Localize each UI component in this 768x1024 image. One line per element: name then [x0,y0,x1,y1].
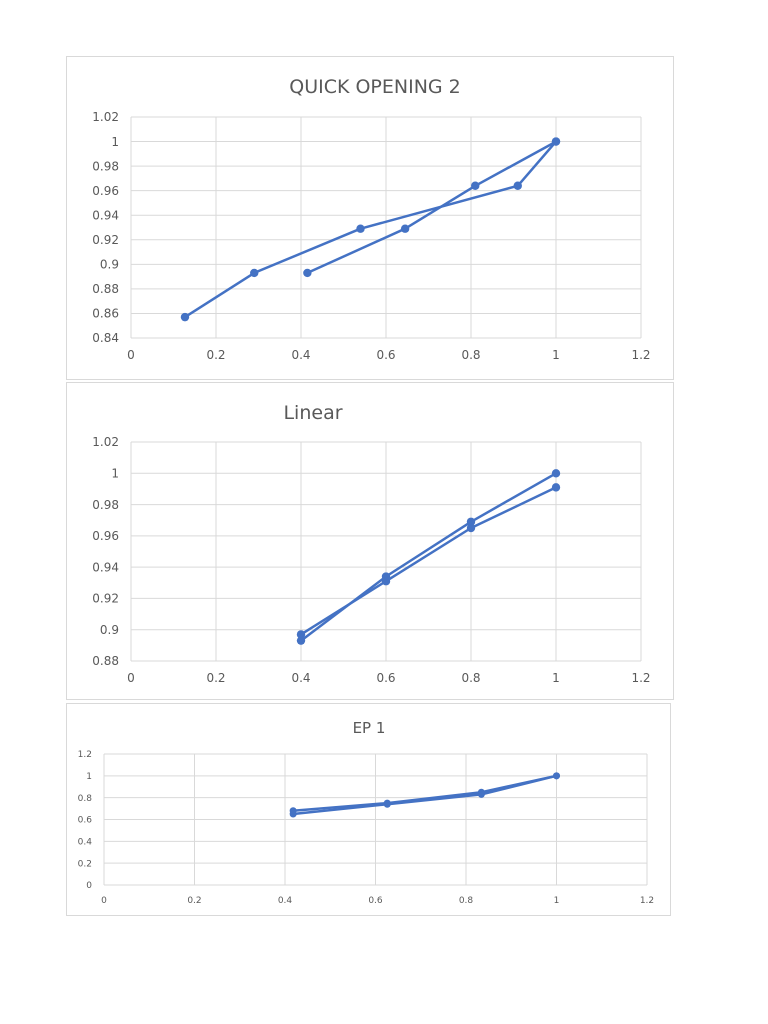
x-tick-label: 0.6 [376,671,395,685]
data-point-marker [381,577,391,586]
y-tick-label: 0.92 [92,233,119,247]
data-point-marker [296,630,306,639]
x-tick-label: 0.6 [368,896,383,906]
data-point-marker [303,268,312,278]
x-tick-label: 0.2 [187,896,201,906]
data-point-marker [466,517,476,526]
y-tick-label: 0.98 [92,498,119,512]
chart-panel-1: QUICK OPENING 2 0.84 0.86 0.88 0.9 0.92 0.94 0.… [66,56,674,380]
y-tick-label: 1.2 [78,750,92,760]
chart-panel-3: EP 1 0 0.2 0.4 0.6 0.8 1 1.2 0 0.2 0.4 0.6 0.8 1 1.2 [66,703,671,916]
y-tick-label: 0.88 [92,654,119,668]
y-tick-label: 0.98 [92,159,119,173]
y-tick-label: 0 [86,881,92,891]
y-tick-label: 1 [111,466,119,480]
y-tick-label: 0.4 [78,837,93,847]
x-tick-label: 1 [554,896,560,906]
x-tick-label: 1 [552,348,560,362]
chart-title: Linear [283,402,342,424]
data-point-marker [296,636,306,645]
x-tick-label: 0.2 [206,671,225,685]
data-point-marker [471,181,480,190]
data-point-marker [466,523,476,533]
data-point-marker [477,790,485,798]
x-tick-label: 1.2 [631,671,650,685]
y-tick-label: 0.96 [92,529,119,543]
y-tick-label: 1 [111,135,119,149]
y-tick-label: 0.9 [100,623,119,637]
x-tick-label: 0 [101,896,107,906]
gridlines [130,116,642,339]
data-point-marker [553,772,560,780]
x-tick-label: 0.4 [291,348,310,362]
y-tick-label: 0.94 [92,560,119,574]
x-tick-label: 0.8 [461,671,480,685]
chart-title: EP 1 [353,719,386,737]
x-tick-label: 0.2 [206,348,225,362]
data-point-marker [356,224,365,233]
data-point-marker [513,181,522,190]
series-2 [296,483,561,639]
data-point-marker [180,312,190,322]
data-point-marker [400,224,410,233]
y-tick-label: 0.88 [92,282,119,296]
y-tick-label: 0.86 [92,307,119,321]
series-2 [303,137,561,278]
y-tick-label: 0.9 [100,258,119,272]
chart-panel-2: Linear 0.88 0.9 0.92 0.94 0.96 0.98 1 1.02 0 0.2 0.… [66,382,674,700]
data-point-marker [383,800,391,808]
x-tick-label: 1.2 [640,896,654,906]
y-tick-label: 1.02 [92,435,119,449]
x-tick-label: 1 [552,671,560,685]
gridlines [103,753,648,886]
x-tick-label: 0.6 [376,348,395,362]
x-tick-label: 0.8 [461,348,480,362]
y-tick-label: 0.8 [78,794,93,804]
series-1 [289,772,560,815]
y-tick-label: 0.92 [92,592,119,606]
data-point-marker [551,469,561,478]
y-tick-label: 1.02 [92,110,119,124]
x-tick-label: 0.4 [278,896,293,906]
y-tick-label: 0.84 [92,331,119,345]
data-point-marker [250,268,259,278]
data-point-marker [289,810,297,818]
series-1 [180,137,561,322]
x-tick-label: 0.8 [459,896,474,906]
chart-title: QUICK OPENING 2 [289,76,461,98]
x-tick-label: 0 [127,671,135,685]
x-tick-label: 0 [127,348,135,362]
series-1 [296,469,561,645]
y-tick-label: 0.2 [78,859,92,869]
x-tick-label: 1.2 [631,348,650,362]
series-2 [289,772,560,818]
y-tick-label: 0.6 [78,816,93,826]
y-tick-label: 0.96 [92,184,119,198]
data-point-marker [551,137,561,146]
y-tick-label: 1 [86,772,92,782]
data-point-marker [551,483,561,492]
y-tick-label: 0.94 [92,208,119,222]
x-tick-label: 0.4 [291,671,310,685]
gridlines [130,441,642,662]
